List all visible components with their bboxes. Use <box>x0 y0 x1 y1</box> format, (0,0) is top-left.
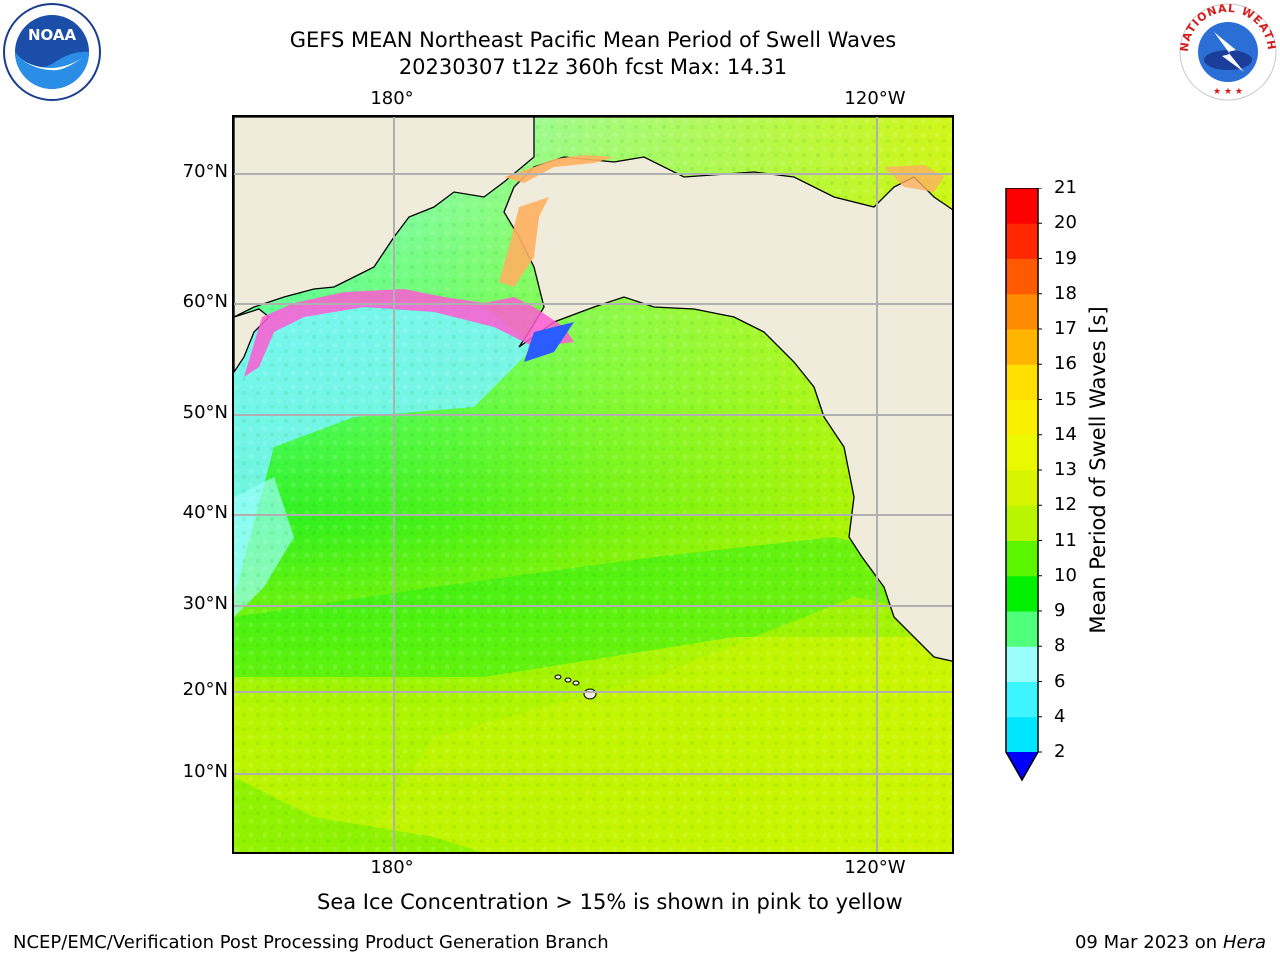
colorbar-segment <box>1006 329 1038 365</box>
colorbar-segment <box>1006 646 1038 682</box>
map-plot-area <box>232 115 954 854</box>
colorbar-tick-label: 16 <box>1054 353 1077 375</box>
lon-label-top-120w: 120°W <box>844 88 906 109</box>
lat-label-10n: 10°N <box>182 761 228 782</box>
colorbar-extend-triangle <box>1006 752 1038 780</box>
colorbar-label: Mean Period of Swell Waves [s] <box>1086 306 1110 634</box>
lon-label-top-180: 180° <box>370 88 414 109</box>
lat-label-50n: 50°N <box>182 402 228 423</box>
colorbar-tick-label: 13 <box>1054 459 1077 480</box>
graticule <box>234 117 952 852</box>
colorbar-tick-label: 12 <box>1054 494 1077 516</box>
colorbar-tick-label: 2 <box>1054 741 1066 762</box>
nws-logo: NATIONAL WEATHER SERVICE ★ ★ ★ <box>1178 2 1277 101</box>
colorbar <box>1005 188 1042 782</box>
noaa-logo: NOAA <box>3 3 101 101</box>
lon-label-bottom-120w: 120°W <box>844 857 906 878</box>
colorbar-segment <box>1006 575 1038 612</box>
lat-label-20n: 20°N <box>182 679 228 700</box>
lon-label-bottom-180: 180° <box>370 857 414 878</box>
colorbar-tick-label: 21 <box>1054 177 1077 198</box>
colorbar-segment <box>1006 540 1038 577</box>
colorbar-tick-label: 14 <box>1054 423 1077 445</box>
chart-title: GEFS MEAN Northeast Pacific Mean Period … <box>289 28 897 52</box>
lat-label-60n: 60°N <box>182 291 228 312</box>
colorbar-tick-label: 8 <box>1054 635 1066 657</box>
colorbar-segment <box>1006 188 1038 224</box>
colorbar-segment <box>1006 716 1038 753</box>
colorbar-tick-label: 11 <box>1054 529 1077 551</box>
colorbar-segment <box>1006 434 1038 471</box>
colorbar-segment <box>1006 611 1038 647</box>
colorbar-segment <box>1006 399 1038 436</box>
svg-text:★ ★ ★: ★ ★ ★ <box>1213 87 1243 97</box>
footer-host: Hera <box>1222 932 1266 953</box>
colorbar-tick-label: 6 <box>1054 670 1066 692</box>
sea-ice-note: Sea Ice Concentration > 15% is shown in … <box>317 890 903 914</box>
colorbar-tick-label: 19 <box>1054 247 1077 269</box>
colorbar-tick-label: 15 <box>1054 388 1077 410</box>
footer-credit: NCEP/EMC/Verification Post Processing Pr… <box>13 932 609 953</box>
colorbar-segment <box>1006 470 1038 506</box>
lat-label-70n: 70°N <box>182 161 228 182</box>
colorbar-tick-label: 9 <box>1054 600 1066 621</box>
lat-label-30n: 30°N <box>182 593 228 614</box>
footer-date: 09 Mar 2023 on Hera <box>1075 932 1266 953</box>
colorbar-tick-label: 4 <box>1054 705 1066 727</box>
colorbar-tick-label: 20 <box>1054 212 1077 234</box>
colorbar-segment <box>1006 293 1038 330</box>
colorbar-segment <box>1006 223 1038 259</box>
lat-label-40n: 40°N <box>182 502 228 523</box>
land-north <box>234 117 952 662</box>
colorbar-segment <box>1006 505 1038 541</box>
svg-text:NOAA: NOAA <box>28 26 77 44</box>
chart-subtitle: 20230307 t12z 360h fcst Max: 14.31 <box>398 55 788 79</box>
colorbar-segment <box>1006 681 1038 718</box>
colorbar-segment <box>1006 258 1038 295</box>
colorbar-tick-label: 17 <box>1054 318 1077 339</box>
colorbar-tick-label: 10 <box>1054 564 1077 586</box>
sea-ice-edge <box>244 289 574 377</box>
footer-date-text: 09 Mar 2023 on <box>1074 932 1218 953</box>
colorbar-segment <box>1006 364 1038 400</box>
colorbar-tick-label: 18 <box>1054 282 1077 304</box>
